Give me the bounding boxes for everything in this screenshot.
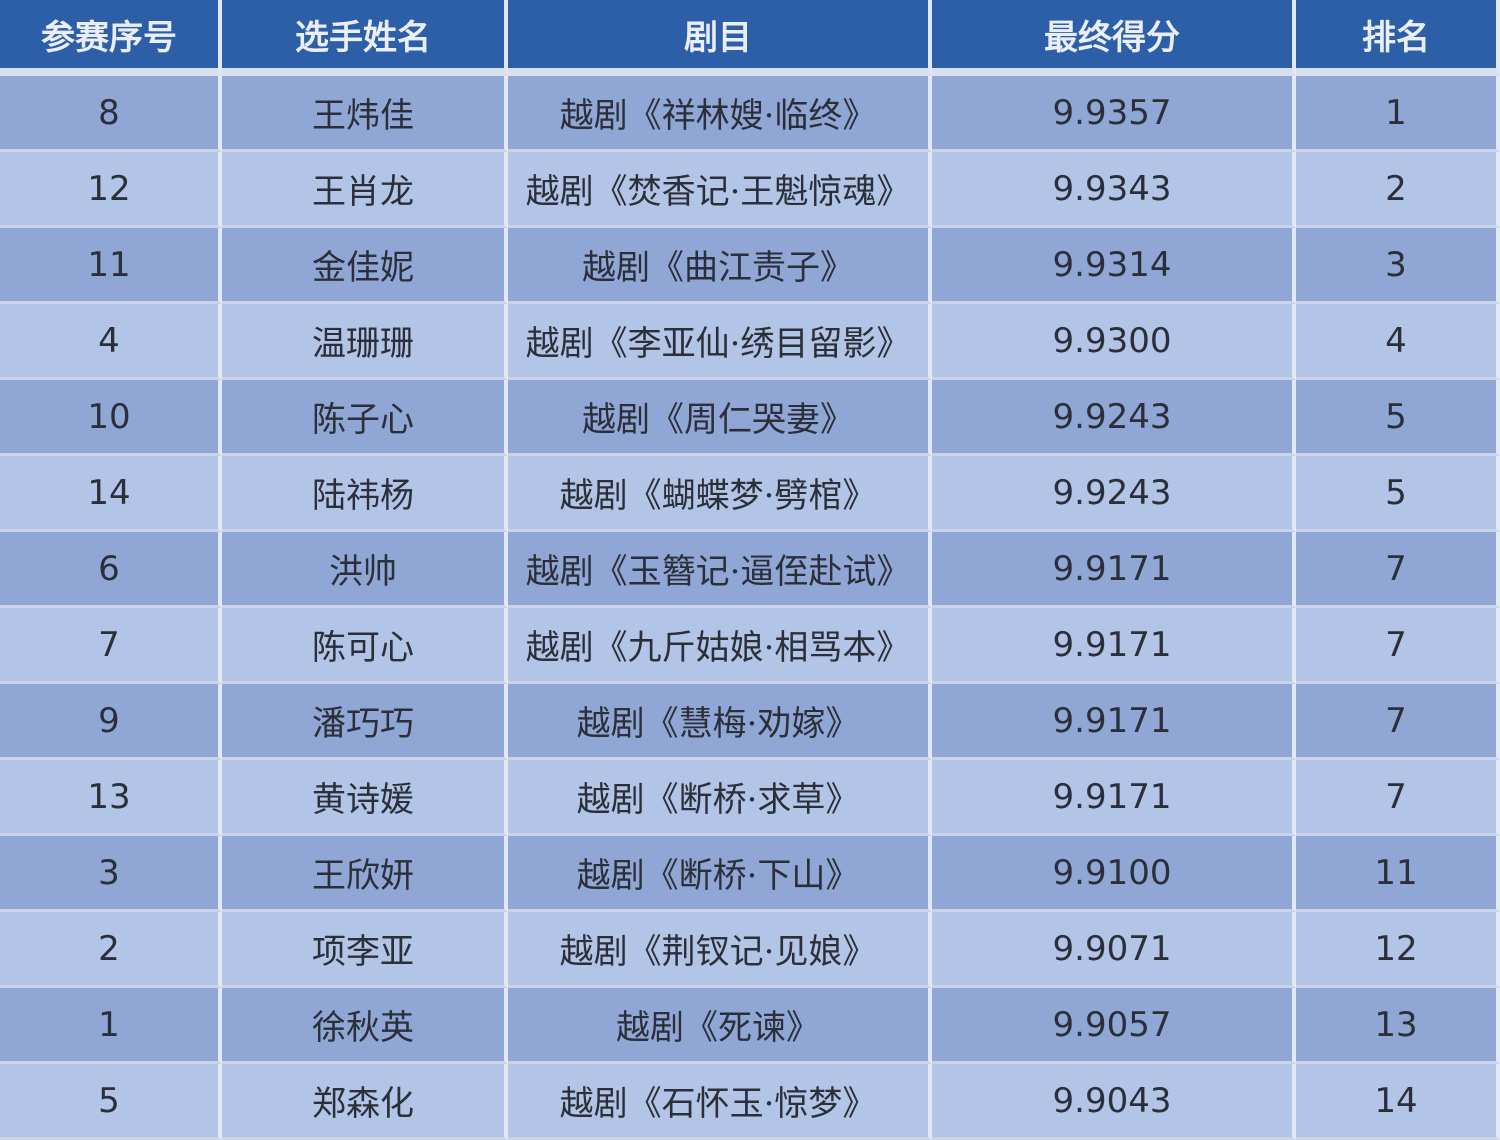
table-cell: 10: [0, 380, 222, 456]
table-cell: 项李亚: [222, 912, 508, 988]
table-cell: 9: [0, 684, 222, 760]
table-cell: 7: [1296, 684, 1500, 760]
table-cell: 温珊珊: [222, 304, 508, 380]
table-cell: 5: [0, 1064, 222, 1140]
table-cell: 陆祎杨: [222, 456, 508, 532]
table-cell: 13: [0, 760, 222, 836]
table-cell: 11: [0, 228, 222, 304]
table-cell: 越剧《荆钗记·见娘》: [508, 912, 932, 988]
header-cell: 排名: [1296, 0, 1500, 76]
table-cell: 9.9171: [932, 760, 1296, 836]
table-cell: 9.9357: [932, 76, 1296, 152]
table-cell: 9.9171: [932, 684, 1296, 760]
table-cell: 王欣妍: [222, 836, 508, 912]
table-cell: 5: [1296, 380, 1500, 456]
table-cell: 4: [1296, 304, 1500, 380]
table-cell: 越剧《焚香记·王魁惊魂》: [508, 152, 932, 228]
table-cell: 郑森化: [222, 1064, 508, 1140]
table-cell: 14: [1296, 1064, 1500, 1140]
table-cell: 4: [0, 304, 222, 380]
table-cell: 越剧《玉簪记·逼侄赴试》: [508, 532, 932, 608]
table-cell: 9.9100: [932, 836, 1296, 912]
table-cell: 越剧《死谏》: [508, 988, 932, 1064]
table-cell: 越剧《九斤姑娘·相骂本》: [508, 608, 932, 684]
table-cell: 越剧《曲江责子》: [508, 228, 932, 304]
table-cell: 7: [1296, 760, 1500, 836]
table-cell: 徐秋英: [222, 988, 508, 1064]
table-cell: 越剧《周仁哭妻》: [508, 380, 932, 456]
table-cell: 金佳妮: [222, 228, 508, 304]
table-cell: 洪帅: [222, 532, 508, 608]
table-cell: 1: [1296, 76, 1500, 152]
table-cell: 9.9314: [932, 228, 1296, 304]
table-cell: 9.9243: [932, 380, 1296, 456]
table-cell: 14: [0, 456, 222, 532]
table-cell: 9.9043: [932, 1064, 1296, 1140]
table-cell: 9.9243: [932, 456, 1296, 532]
table-cell: 7: [1296, 532, 1500, 608]
table-cell: 越剧《李亚仙·绣目留影》: [508, 304, 932, 380]
table-cell: 9.9171: [932, 608, 1296, 684]
table-cell: 王炜佳: [222, 76, 508, 152]
table-cell: 1: [0, 988, 222, 1064]
table-cell: 陈子心: [222, 380, 508, 456]
table-cell: 2: [0, 912, 222, 988]
table-cell: 5: [1296, 456, 1500, 532]
header-cell: 剧目: [508, 0, 932, 76]
table-cell: 9.9171: [932, 532, 1296, 608]
table-cell: 3: [0, 836, 222, 912]
table-cell: 13: [1296, 988, 1500, 1064]
table-cell: 越剧《石怀玉·惊梦》: [508, 1064, 932, 1140]
table-cell: 11: [1296, 836, 1500, 912]
header-cell: 选手姓名: [222, 0, 508, 76]
table-cell: 8: [0, 76, 222, 152]
header-cell: 参赛序号: [0, 0, 222, 76]
table-cell: 越剧《祥林嫂·临终》: [508, 76, 932, 152]
table-cell: 潘巧巧: [222, 684, 508, 760]
table-cell: 越剧《慧梅·劝嫁》: [508, 684, 932, 760]
table-cell: 越剧《蝴蝶梦·劈棺》: [508, 456, 932, 532]
table-cell: 越剧《断桥·下山》: [508, 836, 932, 912]
table-cell: 3: [1296, 228, 1500, 304]
table-cell: 9.9057: [932, 988, 1296, 1064]
table-cell: 9.9071: [932, 912, 1296, 988]
table-cell: 越剧《断桥·求草》: [508, 760, 932, 836]
table-cell: 陈可心: [222, 608, 508, 684]
table-cell: 7: [0, 608, 222, 684]
table-cell: 9.9300: [932, 304, 1296, 380]
table-cell: 6: [0, 532, 222, 608]
header-cell: 最终得分: [932, 0, 1296, 76]
table-cell: 12: [1296, 912, 1500, 988]
table-cell: 2: [1296, 152, 1500, 228]
table-cell: 9.9343: [932, 152, 1296, 228]
table-cell: 黄诗媛: [222, 760, 508, 836]
table-cell: 7: [1296, 608, 1500, 684]
table-cell: 王肖龙: [222, 152, 508, 228]
table-cell: 12: [0, 152, 222, 228]
